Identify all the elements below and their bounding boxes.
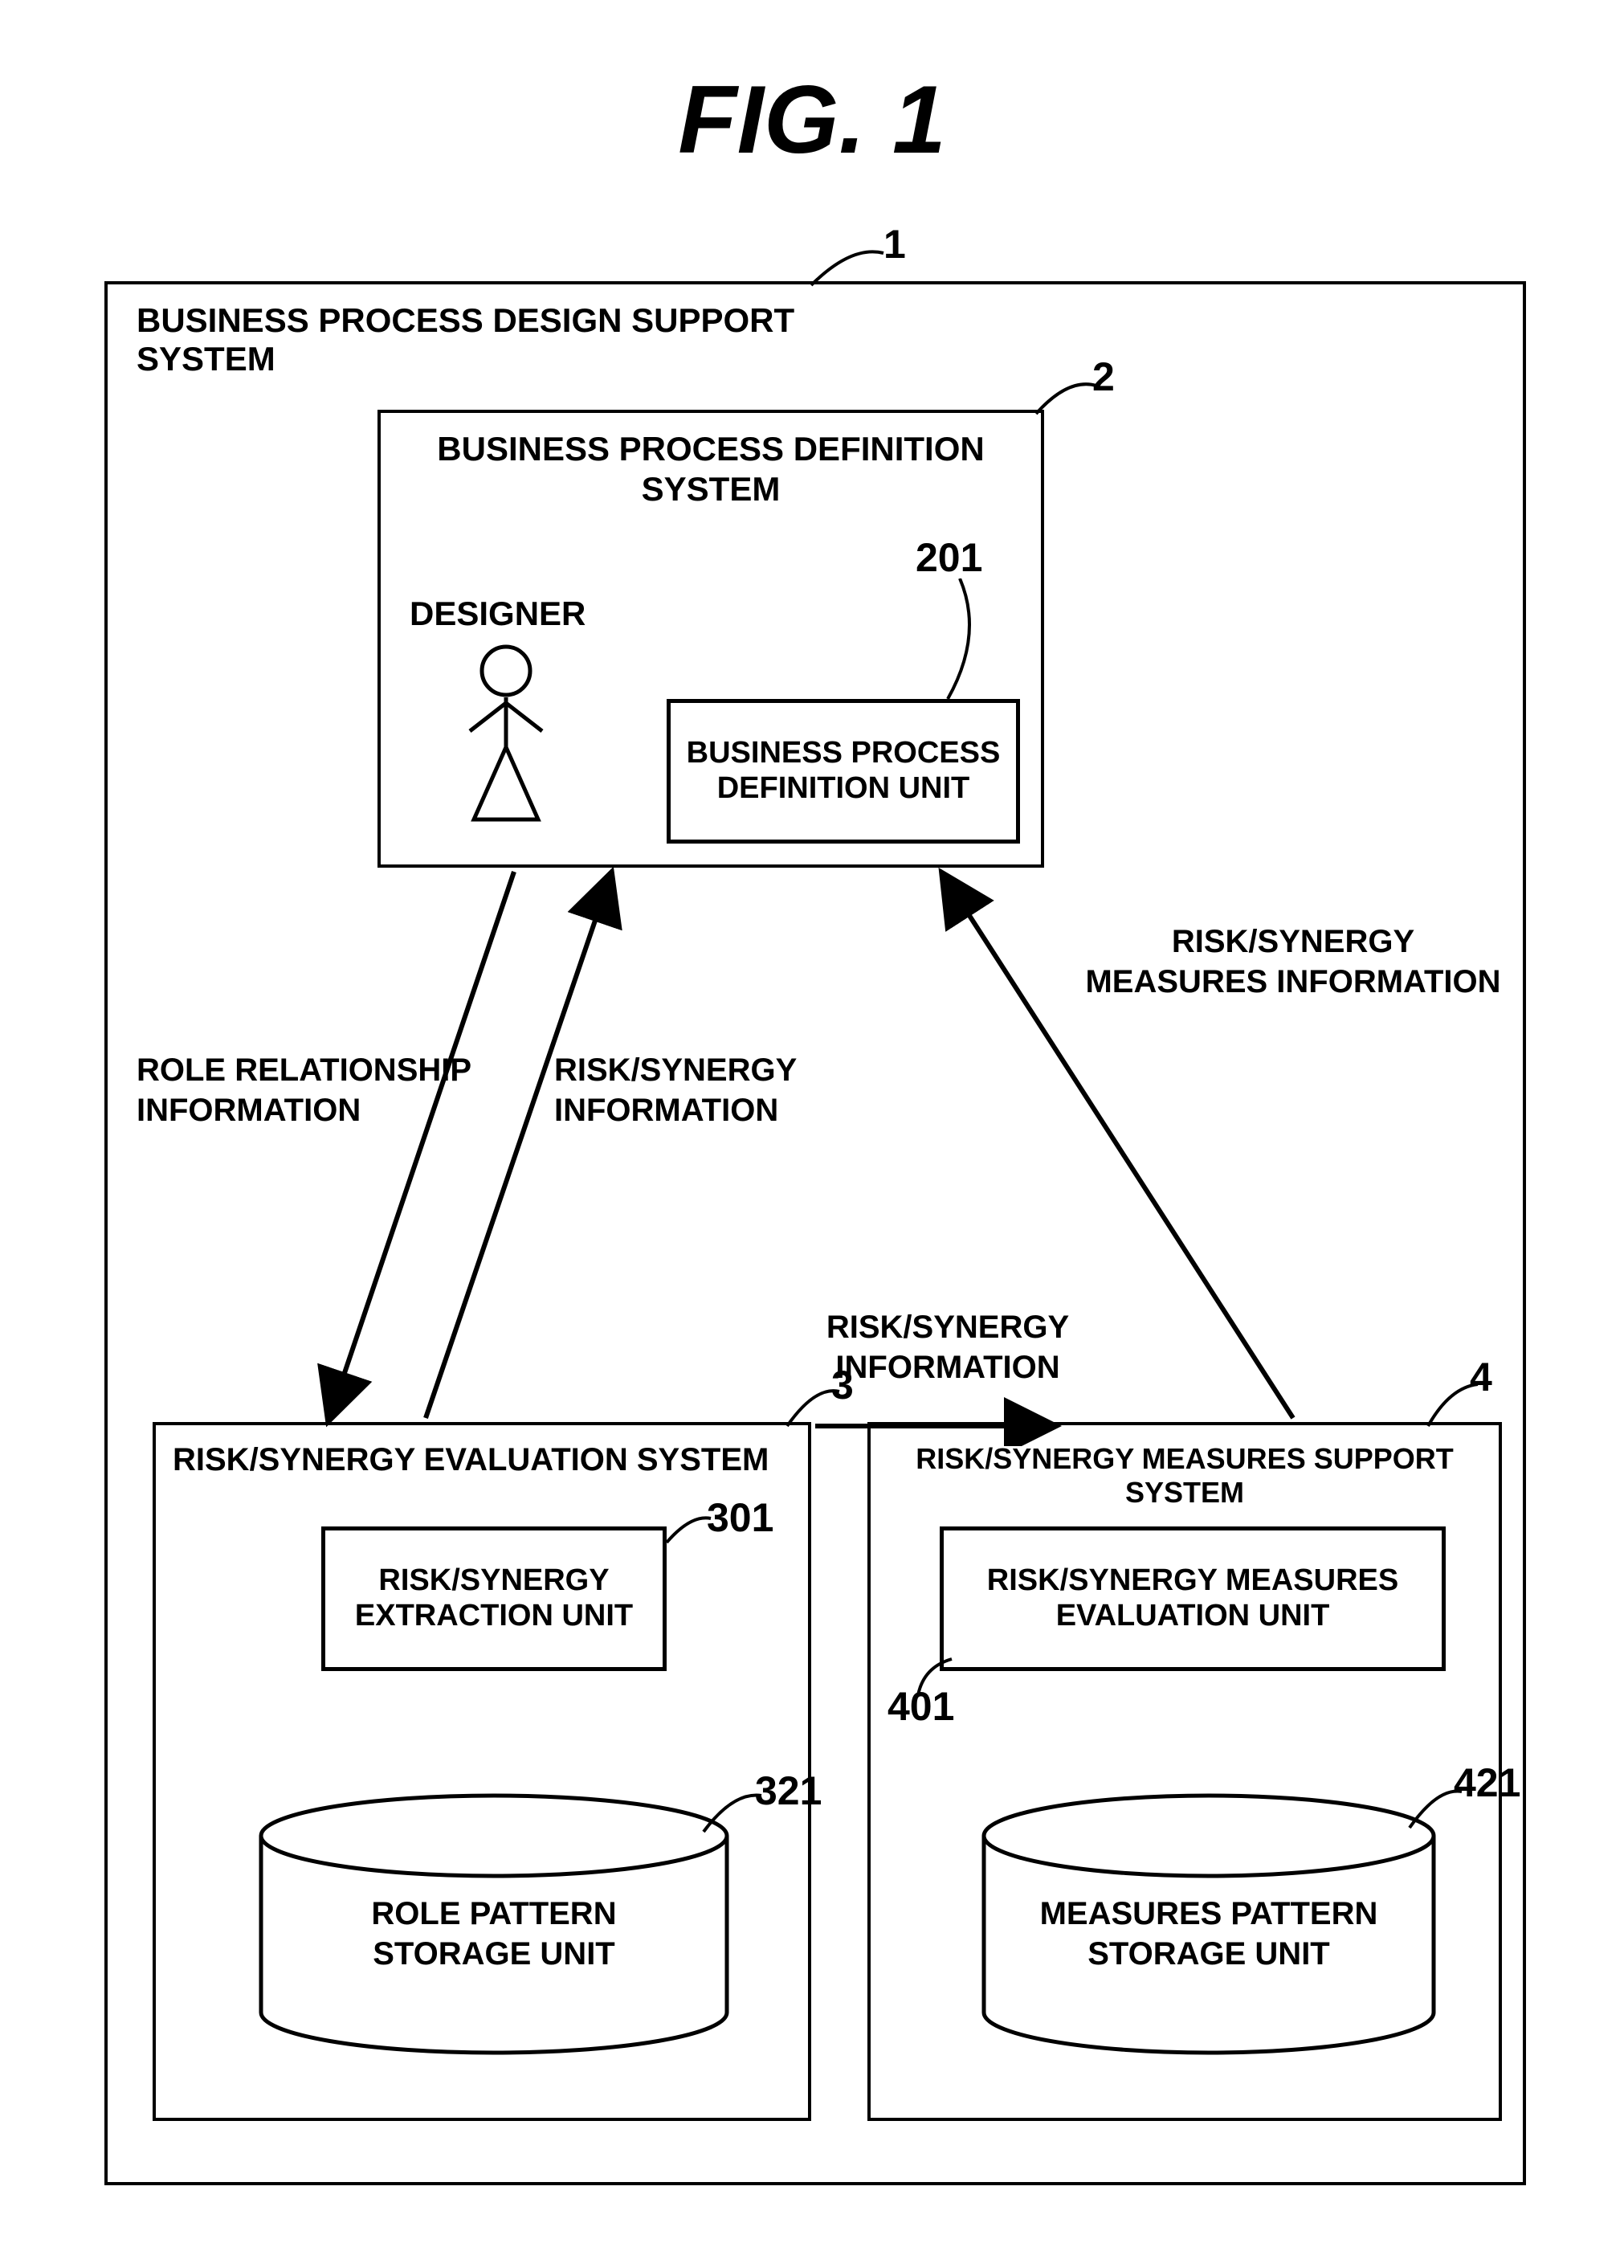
role-storage-l2: STORAGE UNIT [257,1936,731,1972]
flow-rs-info-h-l1: RISK/SYNERGY [819,1310,1076,1346]
flow-rs-meas-l2: MEASURES INFORMATION [1084,964,1502,1000]
designer-label: DESIGNER [410,595,586,633]
flow-rs-info-v-l1: RISK/SYNERGY [554,1052,843,1089]
measures-storage-l1: MEASURES PATTERN [980,1896,1438,1932]
ref-321: 321 [755,1767,822,1814]
bpd-title-l2: SYSTEM [402,470,1020,509]
measures-eval-unit-l2: EVALUATION UNIT [987,1599,1398,1634]
flow-rs-meas-l1: RISK/SYNERGY [1084,924,1502,960]
ref-201: 201 [916,534,982,581]
ref-401: 401 [887,1683,954,1730]
ref-4: 4 [1470,1354,1492,1400]
flow-role-rel-l1: ROLE RELATIONSHIP [137,1052,498,1089]
figure-title: FIG. 1 [0,64,1624,175]
ref-2: 2 [1092,353,1115,400]
flow-rs-info-v-l2: INFORMATION [554,1093,843,1129]
extraction-unit-l1: RISK/SYNERGY [355,1563,633,1599]
extraction-unit-box: RISK/SYNERGY EXTRACTION UNIT [321,1526,667,1671]
bpd-title-l1: BUSINESS PROCESS DEFINITION [402,430,1020,468]
extraction-unit-l2: EXTRACTION UNIT [355,1599,633,1634]
bpd-unit-l1: BUSINESS PROCESS [687,736,1001,771]
eval-title: RISK/SYNERGY EVALUATION SYSTEM [173,1442,791,1478]
measures-title: RISK/SYNERGY MEASURES SUPPORT SYSTEM [867,1442,1502,1510]
flow-rs-info-h-l2: INFORMATION [819,1350,1076,1386]
role-storage-l1: ROLE PATTERN [257,1896,731,1932]
ref-301: 301 [707,1494,773,1541]
measures-storage-l2: STORAGE UNIT [980,1936,1438,1972]
flow-role-rel-l2: INFORMATION [137,1093,498,1129]
measures-eval-unit-l1: RISK/SYNERGY MEASURES [987,1563,1398,1599]
designer-icon [458,643,554,828]
ref-421: 421 [1454,1759,1520,1806]
outer-system-label: BUSINESS PROCESS DESIGN SUPPORT SYSTEM [137,301,940,378]
ref-1: 1 [883,221,906,268]
bpd-unit-l2: DEFINITION UNIT [687,771,1001,807]
bpd-unit-box: BUSINESS PROCESS DEFINITION UNIT [667,699,1020,844]
measures-eval-unit-box: RISK/SYNERGY MEASURES EVALUATION UNIT [940,1526,1446,1671]
